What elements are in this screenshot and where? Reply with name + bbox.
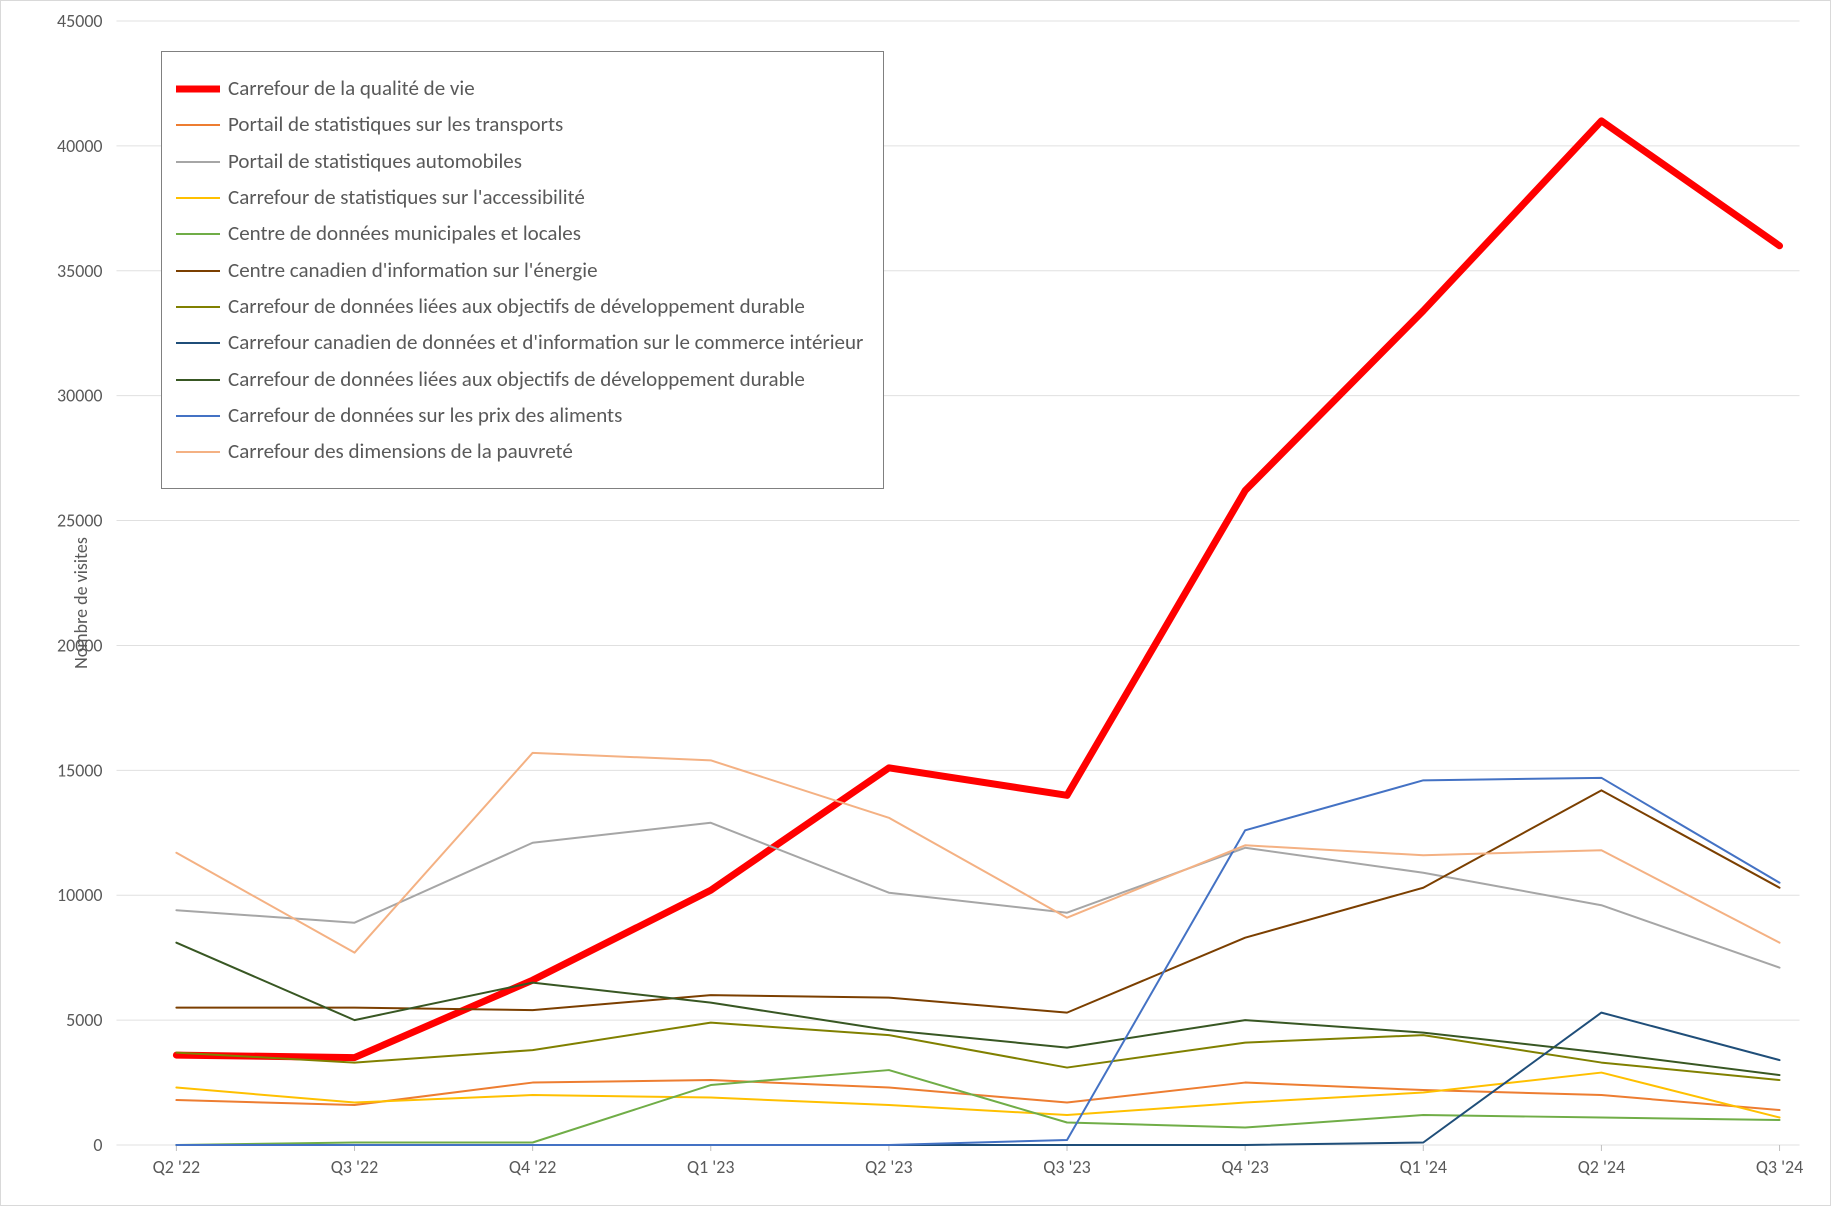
x-tick-label: Q2 '22 (153, 1156, 200, 1178)
legend-item: Centre de données municipales et locales (176, 219, 863, 247)
y-tick-label: 40000 (57, 135, 103, 157)
legend-swatch (176, 157, 220, 167)
x-tick-label: Q4 '22 (509, 1156, 556, 1178)
series-line (176, 790, 1779, 1012)
legend-item: Carrefour de statistiques sur l'accessib… (176, 183, 863, 211)
y-tick-label: 10000 (57, 884, 103, 906)
legend-label: Portail de statistiques automobiles (228, 147, 522, 175)
legend-item: Carrefour de données liées aux objectifs… (176, 292, 863, 320)
y-tick-label: 20000 (57, 634, 103, 656)
legend-item: Portail de statistiques automobiles (176, 147, 863, 175)
y-tick-label: 25000 (57, 510, 103, 532)
legend-swatch (176, 375, 220, 385)
legend-swatch (176, 302, 220, 312)
legend-item: Portail de statistiques sur les transpor… (176, 110, 863, 138)
legend-swatch (176, 266, 220, 276)
legend-item: Carrefour de données liées aux objectifs… (176, 365, 863, 393)
legend-label: Carrefour de données sur les prix des al… (228, 401, 622, 429)
y-tick-label: 0 (93, 1134, 102, 1156)
legend-swatch (176, 447, 220, 457)
legend-label: Carrefour de données liées aux objectifs… (228, 292, 805, 320)
legend-item: Centre canadien d'information sur l'éner… (176, 256, 863, 284)
legend-swatch (176, 229, 220, 239)
y-tick-label: 5000 (66, 1009, 102, 1031)
y-tick-label: 15000 (57, 759, 103, 781)
x-tick-label: Q3 '24 (1756, 1156, 1803, 1178)
legend-label: Carrefour de statistiques sur l'accessib… (228, 183, 585, 211)
legend-label: Centre canadien d'information sur l'éner… (228, 256, 598, 284)
chart-legend: Carrefour de la qualité de vie Portail de… (161, 51, 884, 489)
legend-item: Carrefour des dimensions de la pauvreté (176, 437, 863, 465)
x-tick-label: Q2 '23 (865, 1156, 912, 1178)
x-tick-label: Q4 '23 (1221, 1156, 1268, 1178)
y-tick-label: 35000 (57, 260, 103, 282)
legend-item: Carrefour canadien de données et d'infor… (176, 328, 863, 356)
legend-item: Carrefour de données sur les prix des al… (176, 401, 863, 429)
legend-label: Carrefour de données liées aux objectifs… (228, 365, 805, 393)
series-line (176, 1080, 1779, 1110)
legend-label: Portail de statistiques sur les transpor… (228, 110, 563, 138)
legend-label: Carrefour des dimensions de la pauvreté (228, 437, 573, 465)
legend-swatch (176, 338, 220, 348)
x-tick-label: Q2 '24 (1578, 1156, 1625, 1178)
legend-label: Centre de données municipales et locales (228, 219, 581, 247)
y-tick-label: 30000 (57, 385, 103, 407)
line-chart-container: Nombre de visites 0500010000150002000025… (0, 0, 1831, 1206)
y-tick-label: 45000 (57, 10, 103, 32)
x-tick-label: Q1 '23 (687, 1156, 734, 1178)
x-tick-label: Q3 '23 (1043, 1156, 1090, 1178)
series-line (176, 778, 1779, 1145)
legend-label: Carrefour canadien de données et d'infor… (228, 328, 863, 356)
legend-label: Carrefour de la qualité de vie (228, 74, 475, 102)
legend-swatch (176, 84, 220, 94)
legend-swatch (176, 411, 220, 421)
legend-swatch (176, 193, 220, 203)
x-tick-label: Q3 '22 (331, 1156, 378, 1178)
x-tick-label: Q1 '24 (1400, 1156, 1447, 1178)
legend-item: Carrefour de la qualité de vie (176, 74, 863, 102)
series-line (176, 1070, 1779, 1145)
legend-swatch (176, 120, 220, 130)
